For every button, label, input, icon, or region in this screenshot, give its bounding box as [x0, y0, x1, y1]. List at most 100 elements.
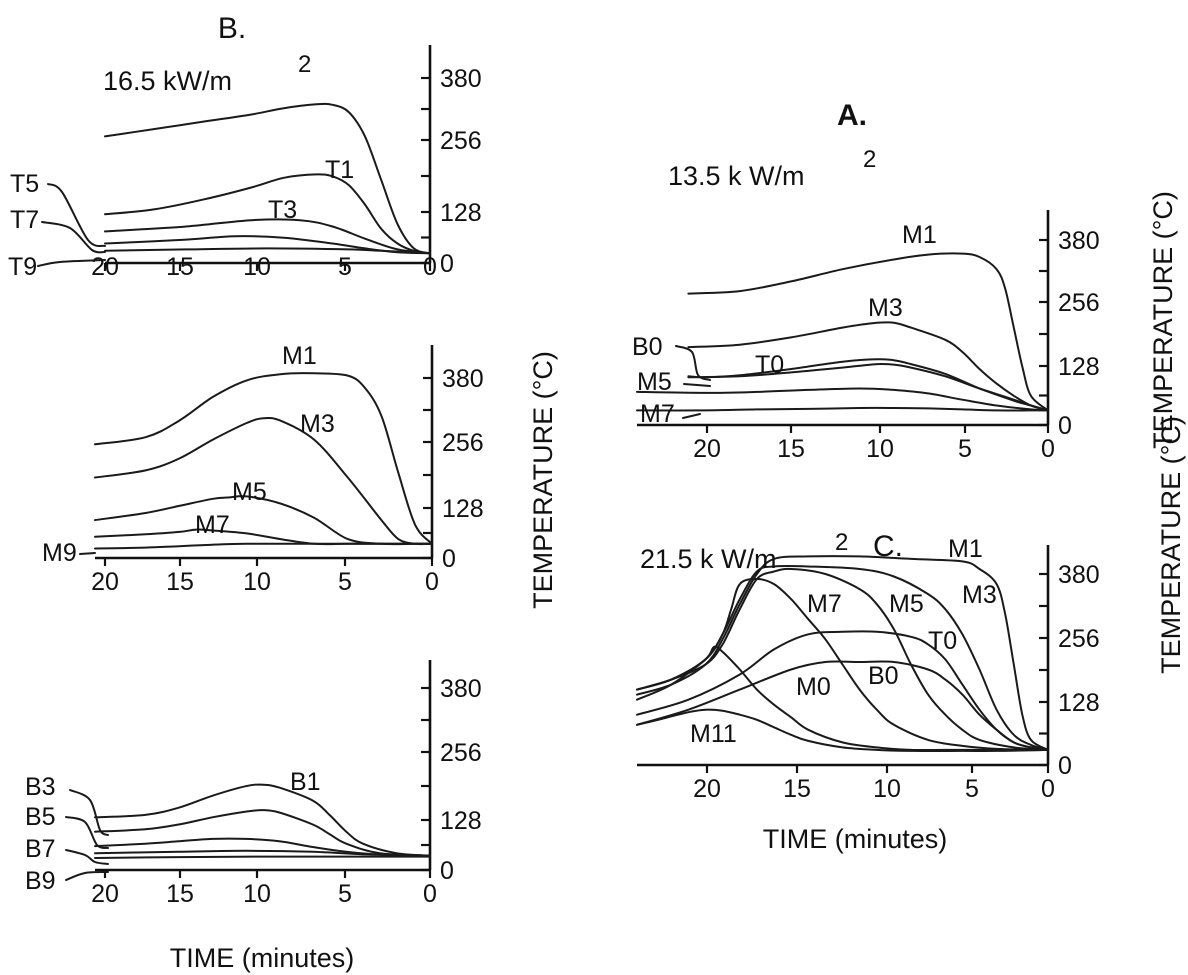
- series-label: M11: [690, 720, 737, 748]
- x-axis-title: TIME (minutes): [763, 824, 948, 854]
- x-tick-label: 10: [866, 435, 894, 463]
- series-label: T0: [755, 351, 784, 379]
- y-tick-label: 380: [1058, 561, 1100, 589]
- series-b7-line: [94, 849, 431, 857]
- label-leader-line: [682, 413, 701, 419]
- series-m0-line: [636, 645, 1049, 752]
- y-tick-label: 0: [1058, 412, 1072, 440]
- series-b0-line: [636, 660, 1049, 751]
- label-leader-line: [65, 816, 109, 849]
- series-b3-line: [94, 809, 431, 857]
- series-label: T5: [10, 170, 39, 198]
- series-label: M1: [902, 221, 937, 249]
- x-tick-label: 15: [166, 253, 194, 281]
- series-m1-line: [636, 555, 1049, 751]
- series-m11-line: [636, 708, 1049, 752]
- x-axis-title: TIME (minutes): [170, 943, 355, 973]
- series-label: M5: [637, 368, 672, 396]
- flux-exponent: 2: [835, 529, 848, 556]
- series-b1-line: [94, 783, 431, 857]
- y-axis-title: TEMPERATURE (°C): [1148, 191, 1178, 449]
- label-leader-line: [65, 871, 109, 881]
- series-t3-line: [104, 173, 431, 255]
- x-tick-label: 0: [423, 880, 437, 908]
- series-label: M5: [232, 478, 267, 506]
- x-tick-label: 0: [1041, 435, 1055, 463]
- y-tick-label: 256: [440, 127, 482, 155]
- series-b0-line: [687, 358, 1049, 412]
- series-m5-line: [636, 567, 1049, 751]
- x-tick-label: 15: [166, 568, 194, 596]
- y-tick-label: 380: [440, 675, 482, 703]
- y-axis-title: TEMPERATURE (°C): [1156, 416, 1186, 674]
- series-label: M3: [868, 294, 903, 322]
- y-tick-label: 380: [440, 65, 482, 93]
- panel-label: C.: [873, 530, 903, 563]
- y-tick-label: 128: [442, 495, 484, 523]
- series-t5-line: [104, 218, 431, 255]
- panel-label: A.: [837, 99, 867, 132]
- label-leader-line: [79, 552, 96, 555]
- x-tick-label: 5: [958, 435, 972, 463]
- x-tick-label: 20: [91, 568, 119, 596]
- series-label: T7: [10, 206, 39, 234]
- series-t0-line: [687, 362, 1049, 412]
- series-m3-line: [687, 321, 1049, 412]
- label-leader-line: [683, 383, 711, 387]
- series-m7-line: [94, 528, 433, 546]
- series-label: M7: [640, 400, 675, 428]
- series-label: M7: [807, 590, 842, 618]
- series-m9-line: [94, 542, 433, 550]
- series-b9-line: [94, 855, 431, 859]
- y-tick-label: 256: [1058, 289, 1100, 317]
- series-label: T9: [8, 253, 37, 281]
- flux-label: 21.5 k W/m: [640, 544, 777, 574]
- series-label: T0: [928, 627, 957, 655]
- x-tick-label: 0: [425, 568, 439, 596]
- series-label: B5: [25, 803, 56, 831]
- label-leader-line: [47, 183, 106, 248]
- x-tick-label: 0: [423, 253, 437, 281]
- panel-a: 0 128 256 380 20 15 10 5 0 M1 M3 B0 T0 M5 M7 A. 13.5 k W…: [632, 99, 1178, 463]
- flux-exponent: 2: [863, 146, 876, 173]
- panel-label: B.: [218, 12, 246, 45]
- y-tick-label: 128: [1058, 689, 1100, 717]
- x-tick-label: 5: [338, 253, 352, 281]
- label-leader-line: [41, 221, 106, 254]
- series-label: B0: [632, 333, 663, 361]
- series-label: M1: [282, 342, 317, 370]
- series-label: B9: [25, 867, 56, 895]
- label-leader-line: [69, 789, 109, 836]
- x-tick-label: 20: [91, 880, 119, 908]
- y-tick-label: 0: [1058, 752, 1072, 780]
- series-label: M5: [889, 590, 924, 618]
- panel-c: 0 128 256 380 20 15 10 5 0 M1 M3 M5 M7 T0 B0 M0 M11 C. 21.…: [636, 529, 1100, 854]
- x-tick-label: 20: [693, 435, 721, 463]
- series-label: B3: [25, 773, 56, 801]
- series-label: M7: [195, 511, 230, 539]
- x-tick-label: 5: [965, 775, 979, 803]
- flux-label: 16.5 kW/m: [103, 66, 232, 96]
- series-m1-line: [94, 372, 433, 545]
- y-tick-label: 380: [442, 365, 484, 393]
- x-tick-label: 10: [873, 775, 901, 803]
- x-tick-label: 15: [777, 435, 805, 463]
- y-tick-label: 256: [442, 429, 484, 457]
- y-tick-label: 256: [440, 739, 482, 767]
- x-tick-label: 10: [243, 880, 271, 908]
- series-t9-line: [104, 247, 431, 255]
- y-tick-label: 128: [440, 807, 482, 835]
- series-m7-line: [636, 578, 1049, 751]
- series-label: B0: [868, 662, 899, 690]
- y-tick-label: 380: [1058, 227, 1100, 255]
- x-tick-label: 10: [243, 253, 271, 281]
- series-label: M9: [42, 539, 77, 567]
- series-t1-line: [104, 102, 431, 255]
- x-tick-label: 0: [1041, 775, 1055, 803]
- series-label: M1: [948, 535, 983, 563]
